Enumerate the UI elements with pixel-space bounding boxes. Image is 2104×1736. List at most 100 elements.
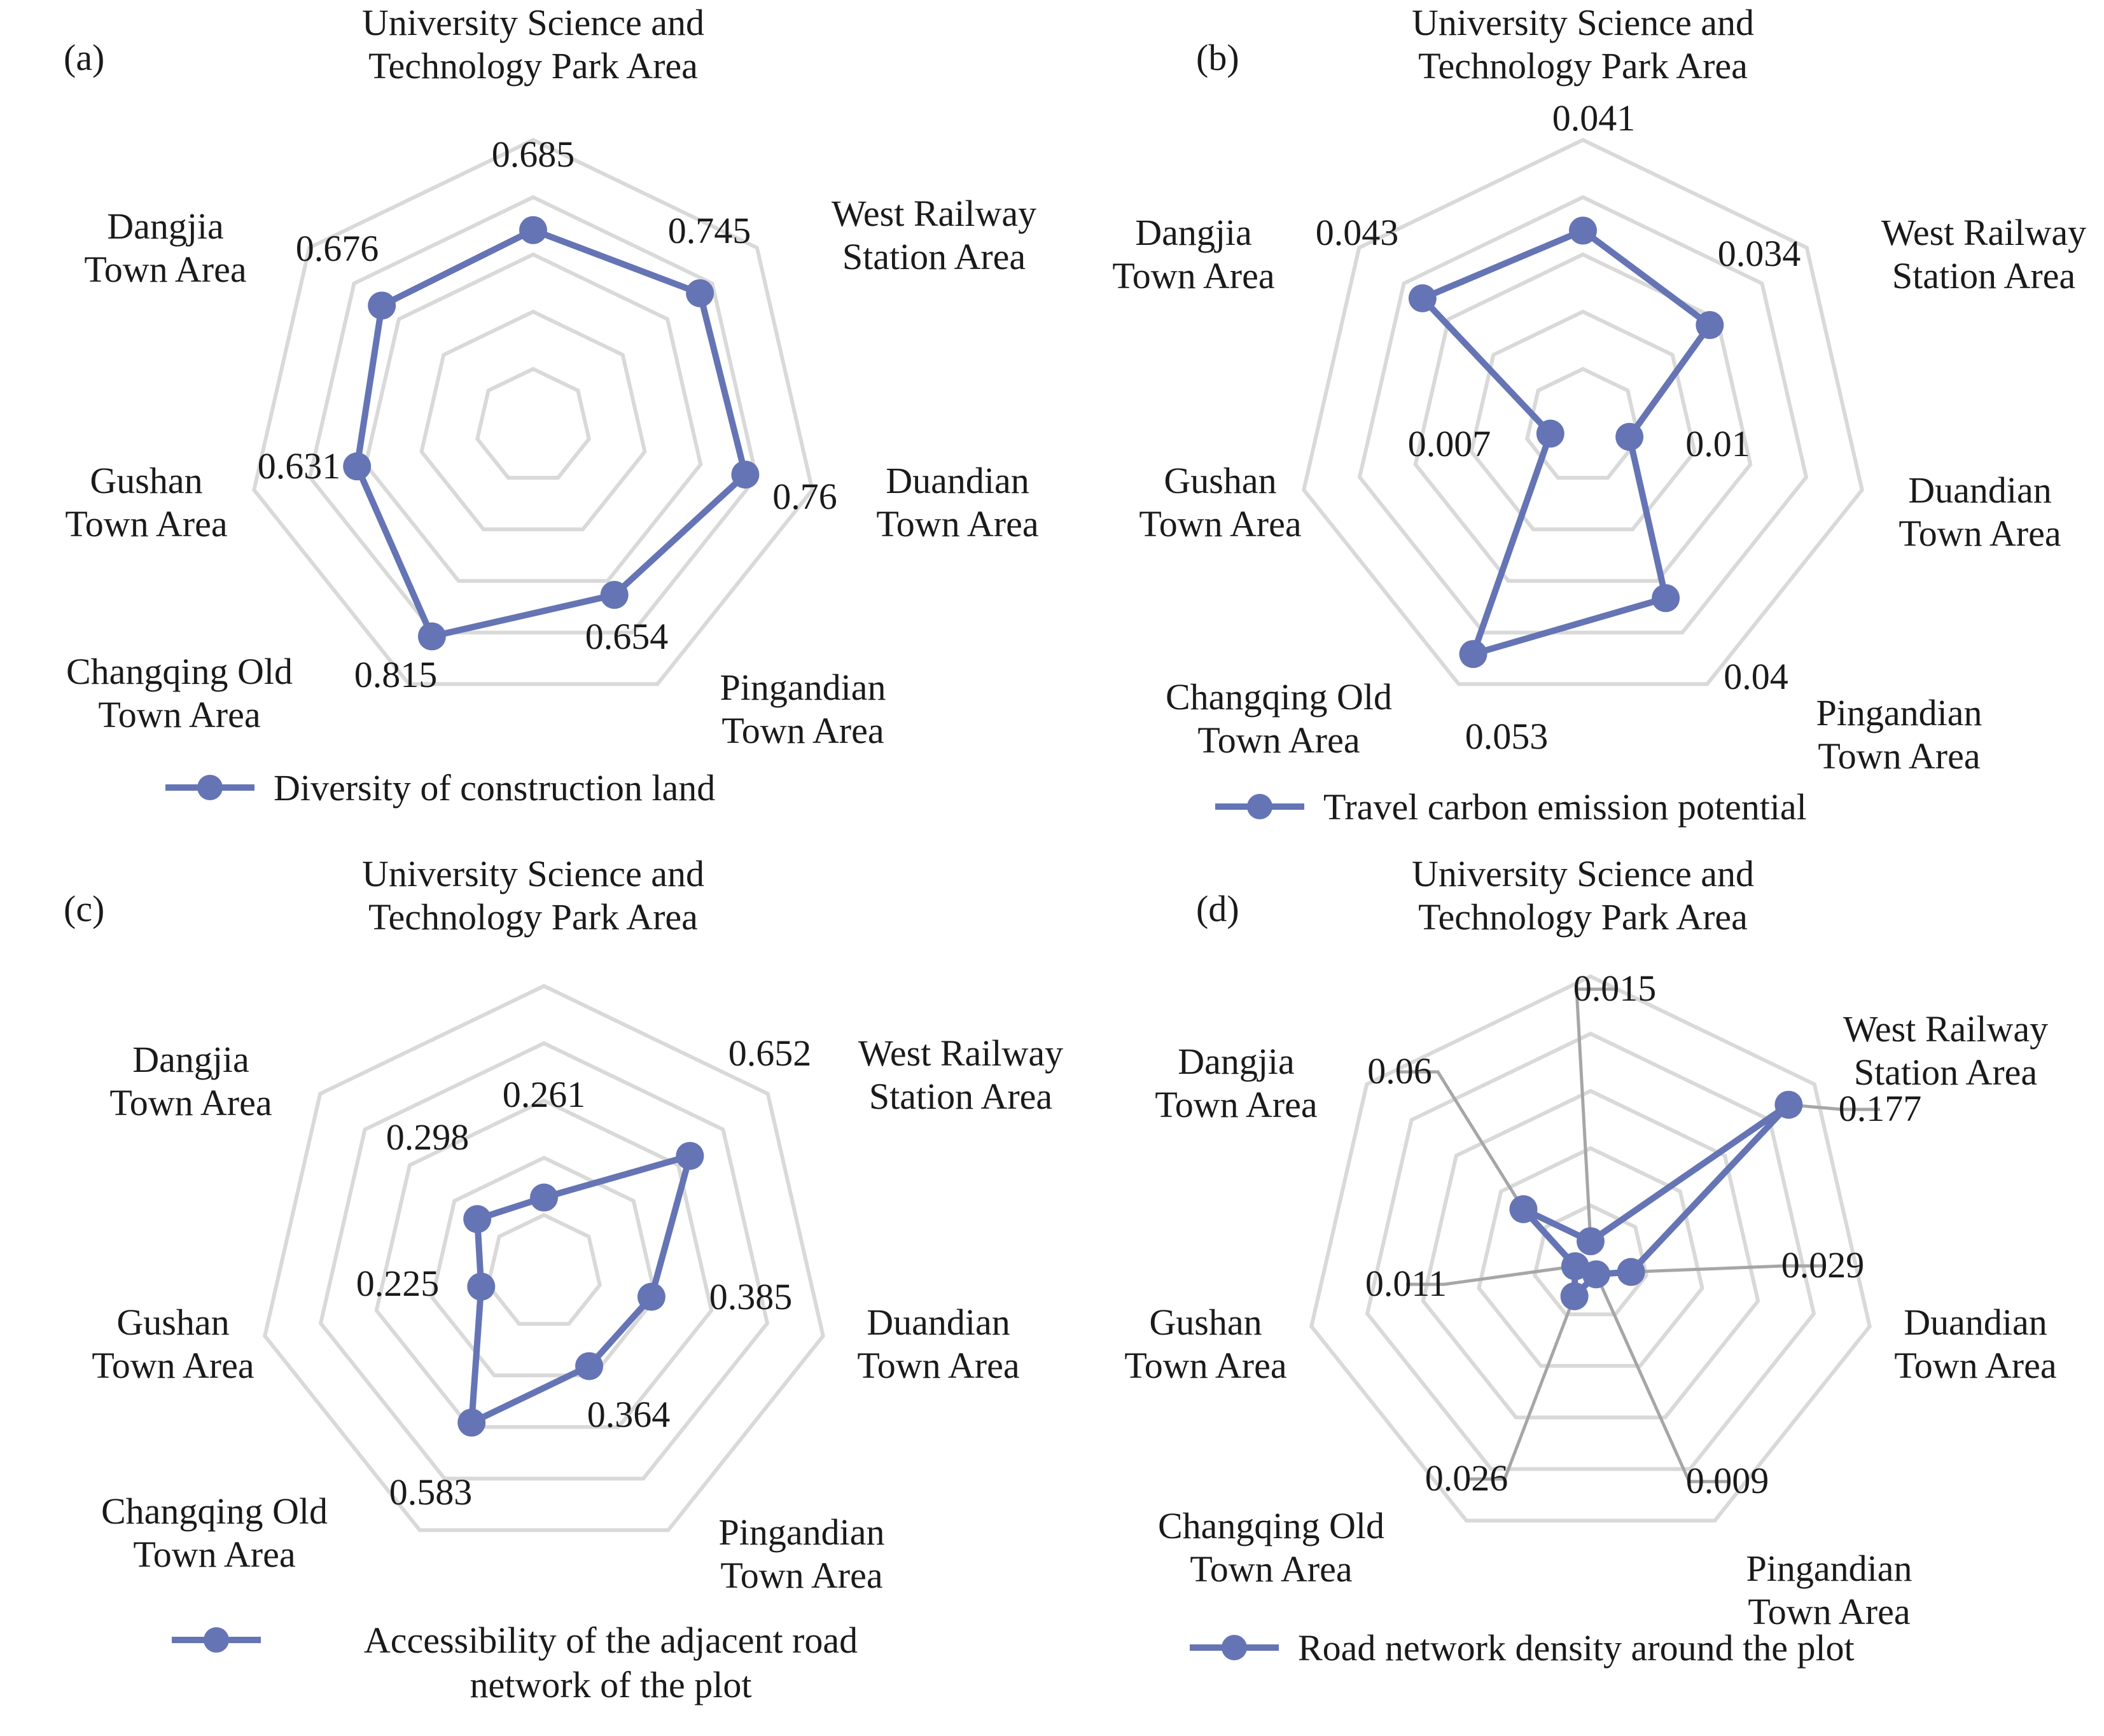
data-point — [1696, 311, 1724, 340]
value-label: 0.676 — [296, 228, 379, 269]
data-point — [417, 622, 446, 651]
legend: Accessibility of the adjacent road networ… — [172, 1620, 858, 1705]
value-label: 0.631 — [258, 445, 341, 487]
category-label: Gushan Town Area — [92, 1302, 254, 1386]
panel-letter: (c) — [64, 888, 104, 929]
category-label: University Science and Technology Park Ar… — [1412, 2, 1754, 87]
grid-ring — [1525, 366, 1641, 480]
value-label: 0.583 — [389, 1471, 473, 1513]
value-label: 0.026 — [1425, 1457, 1508, 1499]
grid-ring — [1421, 1088, 1760, 1420]
value-label: 0.76 — [772, 476, 837, 517]
leader-line — [1575, 987, 1615, 1242]
panel-letter: (d) — [1196, 888, 1239, 929]
data-point — [530, 1183, 558, 1212]
value-label: 0.043 — [1316, 212, 1399, 253]
value-label: 0.041 — [1552, 97, 1636, 139]
grid-ring — [363, 252, 703, 583]
data-point — [1615, 422, 1644, 451]
legend-label: Accessibility of the adjacent road networ… — [364, 1620, 858, 1705]
data-point — [457, 1408, 486, 1437]
category-label: Pingandian Town Area — [1746, 1548, 1912, 1632]
data-point — [467, 1272, 496, 1301]
leader-line — [1594, 1274, 1727, 1483]
legend-label: Road network density around the plot — [1298, 1627, 1855, 1669]
category-label: Pingandian Town Area — [1816, 692, 1982, 777]
category-label: University Science and Technology Park Ar… — [362, 2, 704, 87]
panel-letter: (a) — [64, 37, 104, 78]
category-label: Dangjia Town Area — [1155, 1041, 1317, 1125]
value-label: 0.009 — [1686, 1460, 1769, 1501]
category-label: West Railway Station Area — [858, 1032, 1063, 1117]
category-label: Gushan Town Area — [65, 460, 227, 545]
leader-line — [1788, 1103, 1880, 1111]
value-label: 0.652 — [728, 1032, 812, 1074]
data-point — [600, 581, 629, 609]
data-point — [1509, 1195, 1538, 1223]
legend: Diversity of construction land — [165, 767, 715, 809]
data-point — [575, 1352, 604, 1380]
value-label: 0.04 — [1724, 656, 1788, 697]
data-point — [676, 1142, 704, 1170]
series-line — [354, 226, 749, 640]
value-label: 0.06 — [1367, 1050, 1432, 1092]
category-label: Duandian Town Area — [1898, 469, 2061, 554]
category-label: Duandian Town Area — [876, 460, 1038, 545]
category-label: Changqing Old Town Area — [1158, 1505, 1384, 1590]
radar-chart-3: (c) University Science and Technology Park… — [64, 853, 1063, 1705]
category-label: Dangjia Town Area — [1112, 212, 1274, 296]
value-label: 0.177 — [1839, 1088, 1922, 1129]
category-label: Gushan Town Area — [1124, 1302, 1286, 1386]
category-label: West Railway Station Area — [832, 193, 1036, 277]
series-line — [1419, 227, 1713, 658]
radar-chart-4: (d) University Science and Technology Park… — [1124, 853, 2056, 1669]
category-label: Pingandian Town Area — [720, 667, 886, 751]
category-label: Duandian Town Area — [857, 1302, 1019, 1386]
data-point — [686, 279, 714, 307]
data-point — [1536, 419, 1564, 448]
legend-marker-icon — [1247, 794, 1272, 819]
value-label: 0.815 — [354, 654, 438, 695]
leader-line — [1631, 1264, 1823, 1274]
grid-ring — [1357, 195, 1809, 635]
data-point — [1459, 640, 1487, 669]
grid-ring — [307, 195, 759, 635]
legend-marker-icon — [1222, 1635, 1247, 1660]
leader-line — [1400, 1070, 1525, 1211]
value-label: 0.01 — [1685, 423, 1750, 464]
category-label: Dangjia Town Area — [109, 1039, 272, 1123]
legend-marker-icon — [204, 1627, 229, 1653]
legend-label: Travel carbon emission potential — [1323, 786, 1807, 828]
category-label: Changqing Old Town Area — [101, 1490, 328, 1575]
data-point — [519, 216, 547, 244]
value-label: 0.261 — [503, 1074, 586, 1115]
value-label: 0.015 — [1573, 968, 1657, 1009]
data-point — [1561, 1252, 1589, 1281]
data-point — [1569, 216, 1597, 245]
value-label: 0.029 — [1781, 1244, 1865, 1286]
legend-label: Diversity of construction land — [274, 767, 715, 809]
value-label: 0.385 — [709, 1276, 793, 1317]
category-label: University Science and Technology Park Ar… — [362, 853, 704, 938]
legend: Travel carbon emission potential — [1215, 786, 1807, 828]
value-label: 0.053 — [1465, 716, 1549, 757]
panel-letter: (b) — [1196, 37, 1239, 78]
value-label: 0.225 — [356, 1263, 440, 1304]
radar-chart-1: (a) University Science and Technology Park… — [64, 2, 1039, 809]
category-label: West Railway Station Area — [1881, 212, 2086, 296]
grid-ring — [252, 137, 814, 686]
category-label: Pingandian Town Area — [719, 1511, 885, 1596]
data-point — [343, 452, 372, 481]
grid-ring — [419, 309, 647, 532]
category-label: Gushan Town Area — [1139, 460, 1301, 545]
data-point — [1408, 284, 1437, 312]
legend: Road network density around the plot — [1190, 1627, 1855, 1669]
data-point — [1560, 1282, 1589, 1310]
radar-chart-2: (b) University Science and Technology Park… — [1112, 2, 2086, 828]
data-point — [463, 1205, 492, 1233]
value-label: 0.034 — [1718, 233, 1801, 274]
category-label: Changqing Old Town Area — [1166, 676, 1392, 761]
data-point — [637, 1282, 665, 1311]
value-label: 0.007 — [1408, 423, 1491, 464]
